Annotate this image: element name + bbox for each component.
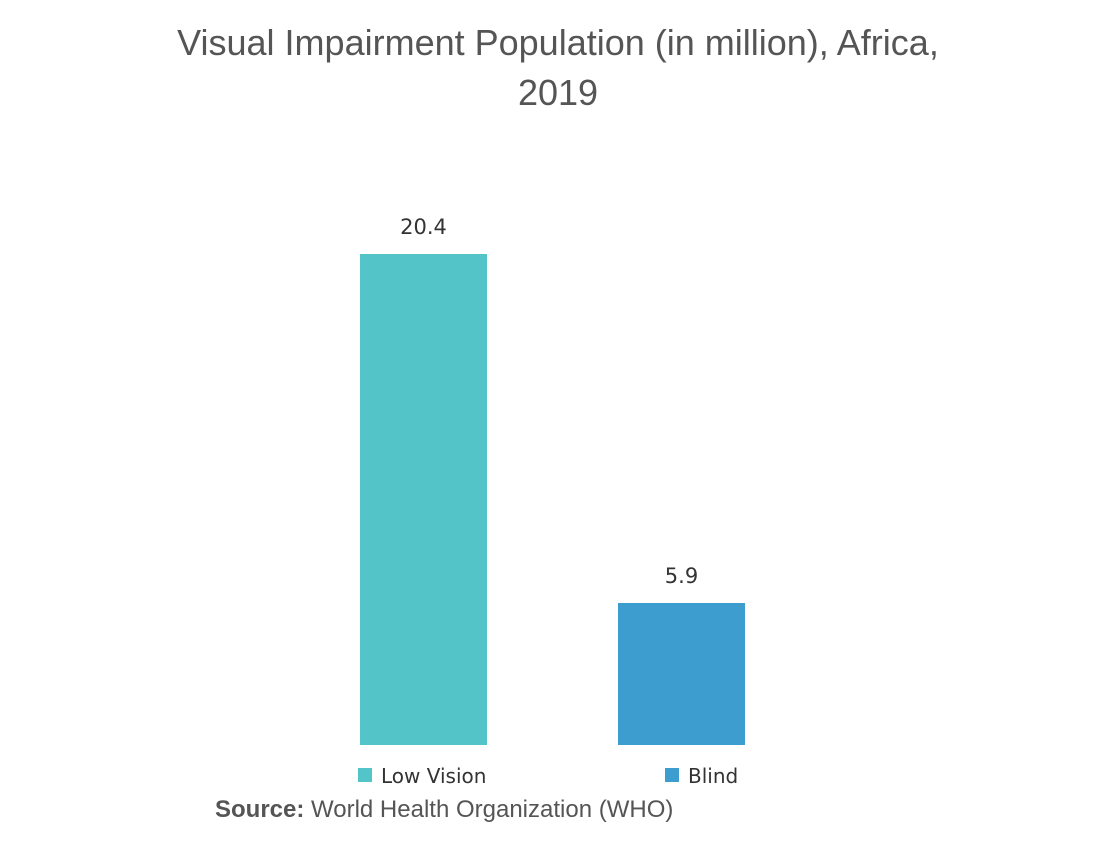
chart-title-line-2: 2019 — [517, 72, 599, 113]
chart-title-line-1: Visual Impairment Population (in million… — [177, 22, 939, 63]
bar-low-vision — [360, 254, 487, 745]
legend-label-low-vision: Low Vision — [381, 764, 486, 788]
data-label-low-vision: 20.4 — [400, 215, 447, 239]
data-label-blind: 5.9 — [665, 564, 698, 588]
chart-title: Visual Impairment Population (in million… — [58, 18, 1058, 118]
legend-label-blind: Blind — [688, 764, 738, 788]
legend-swatch-low-vision — [358, 768, 372, 782]
legend-swatch-blind — [665, 768, 679, 782]
source-note: Source: World Health Organization (WHO) — [215, 796, 673, 824]
source-prefix: Source: — [215, 796, 305, 823]
bar-blind — [618, 602, 745, 745]
source-text: World Health Organization (WHO) — [304, 796, 674, 823]
